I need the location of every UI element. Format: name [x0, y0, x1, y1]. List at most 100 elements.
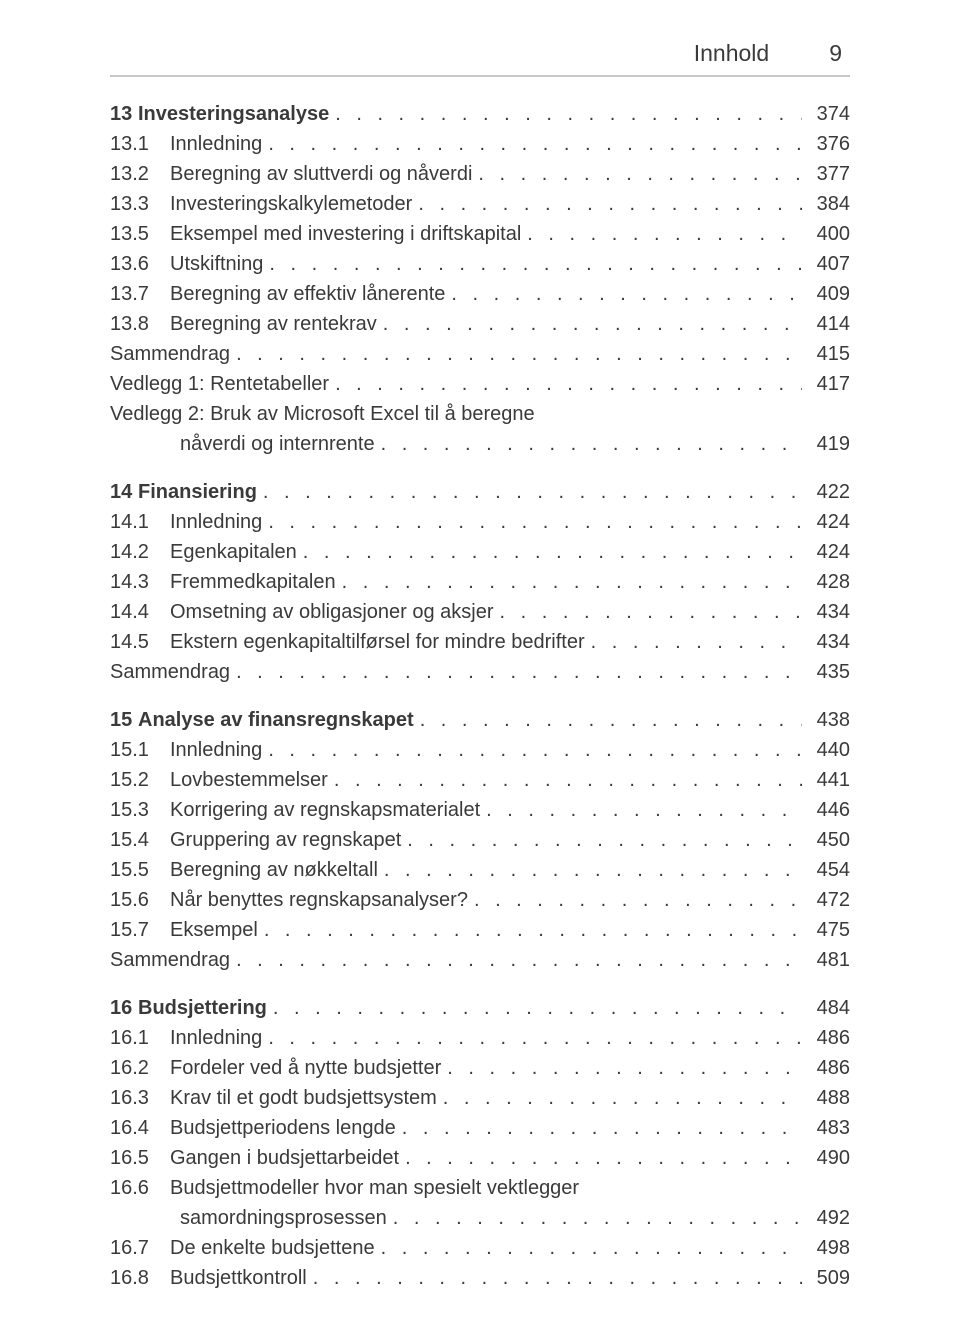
toc-label: Fremmedkapitalen	[170, 567, 336, 597]
toc-page: 417	[802, 369, 850, 399]
toc-row: 13.8Beregning av rentekrav414	[110, 309, 850, 339]
toc-leader-dots	[262, 1023, 802, 1053]
toc-row: 15.1Innledning 440	[110, 735, 850, 765]
toc-leader-dots	[399, 1143, 802, 1173]
header-title: Innhold	[694, 40, 769, 67]
toc-page: 490	[802, 1143, 850, 1173]
toc-label: Budsjettering	[138, 993, 267, 1023]
toc-number: 13.6	[110, 249, 170, 279]
toc-page: 384	[802, 189, 850, 219]
toc-page: 450	[802, 825, 850, 855]
toc-leader-dots	[401, 825, 802, 855]
toc-label: Budsjettkontroll	[170, 1263, 307, 1293]
header-page-number: 9	[829, 40, 842, 67]
toc-number: 15.4	[110, 825, 170, 855]
toc-leader-dots	[329, 369, 802, 399]
toc-number: 16.6	[110, 1173, 170, 1203]
toc-page: 434	[802, 597, 850, 627]
toc-label: Lovbestemmelser	[170, 765, 328, 795]
toc-number: 15.1	[110, 735, 170, 765]
toc-leader-dots	[297, 537, 802, 567]
toc-label: Eksempel med investering i driftskapital	[170, 219, 521, 249]
toc-label: Beregning av nøkkeltall	[170, 855, 378, 885]
toc-leader-dots	[441, 1053, 802, 1083]
page-header: Innhold 9	[110, 40, 850, 67]
toc-page: 419	[802, 429, 850, 459]
toc-page: 400	[802, 219, 850, 249]
toc-leader-dots	[375, 1233, 802, 1263]
toc-leader-dots	[336, 567, 802, 597]
toc-row: 14.4Omsetning av obligasjoner og aksjer 4…	[110, 597, 850, 627]
toc-page: 424	[802, 537, 850, 567]
toc-label: Sammendrag	[110, 657, 230, 687]
toc-row: 15.3Korrigering av regnskapsmaterialet44…	[110, 795, 850, 825]
toc-page: 428	[802, 567, 850, 597]
toc-page: 424	[802, 507, 850, 537]
toc-leader-dots	[472, 159, 802, 189]
toc-leader-dots	[494, 597, 802, 627]
toc-leader-dots	[263, 249, 802, 279]
toc-page: 446	[802, 795, 850, 825]
toc-row: Sammendrag481	[110, 945, 850, 975]
toc-page: 434	[802, 627, 850, 657]
toc-leader-dots	[230, 339, 802, 369]
toc-leader-dots	[414, 705, 802, 735]
toc-label: samordningsprosessen	[110, 1203, 387, 1233]
toc-page: 414	[802, 309, 850, 339]
toc-row: Sammendrag415	[110, 339, 850, 369]
toc-section: 13Investeringsanalyse37413.1Innledning37…	[110, 99, 850, 459]
toc-page: 374	[802, 99, 850, 129]
toc-row: 15.6Når benyttes regnskapsanalyser?472	[110, 885, 850, 915]
toc-label: Eksempel	[170, 915, 258, 945]
toc-label: Gruppering av regnskapet	[170, 825, 401, 855]
toc-leader-dots	[262, 129, 802, 159]
toc-leader-dots	[328, 765, 802, 795]
toc-row: 16.8Budsjettkontroll509	[110, 1263, 850, 1293]
toc-label: Ekstern egenkapitaltilførsel for mindre …	[170, 627, 585, 657]
toc-row: 16.7De enkelte budsjettene498	[110, 1233, 850, 1263]
toc-label: Omsetning av obligasjoner og aksjer	[170, 597, 494, 627]
toc-leader-dots	[377, 309, 802, 339]
toc-leader-dots	[585, 627, 802, 657]
toc-page: 440	[802, 735, 850, 765]
toc-label: Korrigering av regnskapsmaterialet	[170, 795, 480, 825]
toc-row: 13.1Innledning376	[110, 129, 850, 159]
toc-label: Fordeler ved å nytte budsjetter	[170, 1053, 441, 1083]
toc-number: 16.7	[110, 1233, 170, 1263]
toc-page: 475	[802, 915, 850, 945]
toc-leader-dots	[437, 1083, 802, 1113]
toc-row: Sammendrag435	[110, 657, 850, 687]
toc-label: Beregning av effektiv lånerente	[170, 279, 445, 309]
toc-page: 454	[802, 855, 850, 885]
toc-row: samordningsprosessen492	[110, 1203, 850, 1233]
toc-row: 13.7Beregning av effektiv lånerente409	[110, 279, 850, 309]
toc-label: Egenkapitalen	[170, 537, 297, 567]
toc-number: 13.5	[110, 219, 170, 249]
toc-row: 16.1Innledning486	[110, 1023, 850, 1053]
toc-leader-dots	[329, 99, 802, 129]
toc-row: nåverdi og internrente419	[110, 429, 850, 459]
toc-page: 376	[802, 129, 850, 159]
toc-page: 481	[802, 945, 850, 975]
toc-row: 14.5Ekstern egenkapitaltilførsel for min…	[110, 627, 850, 657]
toc-row: 14.3Fremmedkapitalen428	[110, 567, 850, 597]
toc-label: Innledning	[170, 735, 262, 765]
toc-label: Budsjettperiodens lengde	[170, 1113, 396, 1143]
toc-label: Gangen i budsjettarbeidet	[170, 1143, 399, 1173]
toc-number: 13.1	[110, 129, 170, 159]
toc-page: 488	[802, 1083, 850, 1113]
toc-row: 13.3Investeringskalkylemetoder384	[110, 189, 850, 219]
toc-number: 14.4	[110, 597, 170, 627]
toc-leader-dots	[262, 507, 802, 537]
toc-row: 15.4Gruppering av regnskapet 450	[110, 825, 850, 855]
header-rule	[110, 75, 850, 77]
toc-row: 13.2Beregning av sluttverdi og nåverdi37…	[110, 159, 850, 189]
toc-number: 15.7	[110, 915, 170, 945]
toc-number: 16.3	[110, 1083, 170, 1113]
toc-number: 15.5	[110, 855, 170, 885]
toc-page: 409	[802, 279, 850, 309]
toc-page: 483	[802, 1113, 850, 1143]
toc-leader-dots	[521, 219, 802, 249]
toc-page: 484	[802, 993, 850, 1023]
toc-page: 415	[802, 339, 850, 369]
